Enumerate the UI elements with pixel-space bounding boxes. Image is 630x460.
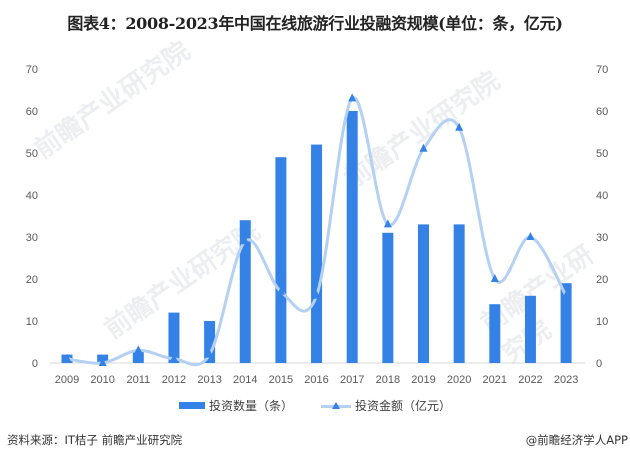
x-axis-labels: 2009 2010 2011 2012 2013 2014 2015 2016 2017 2018… xyxy=(55,374,579,386)
legend-item-bar[interactable]: 投资数量（条） xyxy=(178,397,293,414)
bar[interactable] xyxy=(275,157,287,363)
bar[interactable] xyxy=(524,295,536,363)
y-tick-label: 30 xyxy=(26,232,38,244)
bar[interactable] xyxy=(132,350,144,363)
y-tick-label: 40 xyxy=(26,190,38,202)
triangle-marker-icon[interactable] xyxy=(312,290,321,299)
bar[interactable] xyxy=(346,111,358,363)
x-tick-label: 2015 xyxy=(269,374,293,386)
bar[interactable] xyxy=(418,224,429,363)
y-tick-label: 50 xyxy=(26,148,38,160)
triangle-marker-icon[interactable] xyxy=(276,286,285,295)
triangle-marker-icon[interactable] xyxy=(63,353,71,362)
y2-tick-label: 50 xyxy=(596,148,608,160)
bar-series xyxy=(61,111,572,363)
triangle-marker-icon[interactable] xyxy=(134,345,143,354)
triangle-marker-icon[interactable] xyxy=(348,93,357,102)
triangle-marker-icon[interactable] xyxy=(169,353,178,362)
x-tick-label: 2017 xyxy=(340,374,364,386)
bar[interactable] xyxy=(560,283,572,363)
y2-tick-label: 70 xyxy=(596,64,608,76)
triangle-marker-icon[interactable] xyxy=(562,290,571,299)
footer: 资料来源：IT桔子 前瞻产业研究院 @前瞻经济学人APP xyxy=(7,432,628,448)
legend-item-line[interactable]: 投资金额（亿元） xyxy=(321,397,451,414)
y2-tick-label: 30 xyxy=(596,232,608,244)
legend-line-label: 投资金额（亿元） xyxy=(355,399,452,413)
y2-tick-label: 60 xyxy=(596,106,608,118)
x-tick-label: 2010 xyxy=(90,374,114,386)
x-tick-label: 2020 xyxy=(447,374,471,386)
x-tick-label: 2011 xyxy=(126,374,150,386)
bar[interactable] xyxy=(204,321,216,363)
triangle-marker-icon[interactable] xyxy=(455,122,464,131)
y-tick-label: 10 xyxy=(26,316,38,328)
y-tick-label: 60 xyxy=(26,106,38,118)
x-tick-label: 2013 xyxy=(197,374,221,386)
bar[interactable] xyxy=(382,232,394,363)
triangle-marker-icon[interactable] xyxy=(490,274,499,282)
y2-tick-label: 0 xyxy=(596,358,602,370)
bar-swatch-icon xyxy=(178,402,205,409)
y-tick-label: 70 xyxy=(26,64,38,76)
chart-title: 图表4：2008-2023年中国在线旅游行业投融资规模(单位：条，亿元) xyxy=(67,14,563,33)
legend: 投资数量（条） 投资金额（亿元） xyxy=(0,397,630,414)
x-tick-label: 2023 xyxy=(554,374,578,386)
triangle-marker-icon[interactable] xyxy=(419,143,428,152)
bar[interactable] xyxy=(453,224,465,363)
legend-bar-label: 投资数量（条） xyxy=(208,399,293,413)
triangle-marker-icon[interactable] xyxy=(98,358,107,366)
y-tick-label: 20 xyxy=(26,274,38,286)
x-tick-label: 2012 xyxy=(162,374,186,386)
x-tick-label: 2019 xyxy=(411,374,435,386)
x-tick-label: 2016 xyxy=(304,374,328,386)
y2-tick-label: 20 xyxy=(596,274,608,286)
x-tick-label: 2009 xyxy=(55,374,79,386)
x-tick-label: 2018 xyxy=(376,374,400,386)
triangle-marker-icon[interactable] xyxy=(383,219,392,228)
x-tick-label: 2021 xyxy=(483,374,507,386)
y-tick-label: 0 xyxy=(32,358,38,370)
bar[interactable] xyxy=(168,312,180,363)
source-text: 资料来源：IT桔子 前瞻产业研究院 xyxy=(7,433,183,447)
bar[interactable] xyxy=(311,144,323,363)
triangle-marker-icon[interactable] xyxy=(241,236,250,245)
line-markers xyxy=(63,93,571,366)
credit-text: @前瞻经济学人APP xyxy=(525,433,628,447)
y2-tick-label: 40 xyxy=(596,190,608,202)
bar[interactable] xyxy=(239,220,251,363)
y2-tick-label: 10 xyxy=(596,316,608,328)
y-axis-left: 0 10 20 30 40 50 60 70 xyxy=(26,64,38,370)
triangle-marker-icon[interactable] xyxy=(205,349,214,358)
x-tick-label: 2022 xyxy=(518,374,542,386)
y-axis-right: 0 10 20 30 40 50 60 70 xyxy=(596,64,608,370)
triangle-marker-icon[interactable] xyxy=(526,232,535,240)
x-tick-label: 2014 xyxy=(233,374,257,386)
bar[interactable] xyxy=(489,304,501,363)
line-triangle-swatch-icon xyxy=(321,401,351,411)
